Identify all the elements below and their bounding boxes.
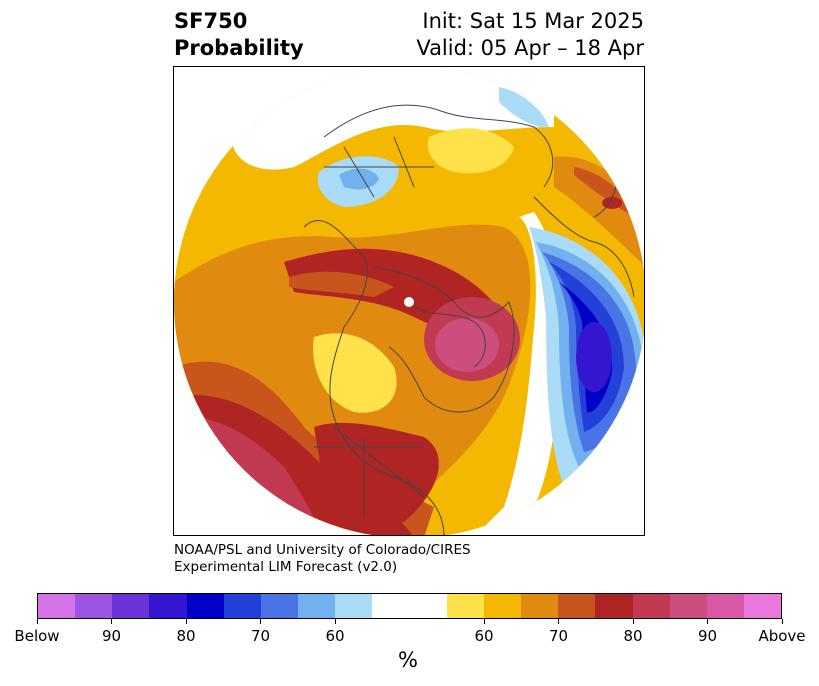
colorbar-segment: [595, 594, 633, 618]
colorbar: [37, 593, 782, 619]
colorbar-units: %: [398, 648, 418, 672]
colorbar-segment: [372, 594, 410, 618]
colorbar-segment: [149, 594, 187, 618]
map-title-right: Init: Sat 15 Mar 2025 Valid: 05 Apr – 18…: [416, 8, 644, 62]
title-init-date: Init: Sat 15 Mar 2025: [422, 9, 644, 33]
colorbar-segment: [409, 594, 447, 618]
colorbar-tick-label: 90: [101, 627, 122, 645]
colorbar-segment: [706, 594, 744, 618]
colorbar-tick: [334, 619, 336, 624]
colorbar-segment: [558, 594, 596, 618]
colorbar-segment: [75, 594, 113, 618]
credit-text: NOAA/PSL and University of Colorado/CIRE…: [174, 542, 471, 576]
colorbar-segment: [112, 594, 150, 618]
colorbar-segment: [446, 594, 484, 618]
colorbar-tick: [632, 619, 634, 624]
colorbar-segment: [483, 594, 522, 618]
colorbar-tick-label: 80: [176, 627, 196, 645]
colorbar-segment: [743, 594, 782, 618]
colorbar-tick: [185, 619, 187, 624]
colorbar-tick-label: 80: [623, 627, 643, 645]
colorbar-tick: [781, 619, 783, 624]
colorbar-segment: [669, 594, 707, 618]
coastlines: [303, 103, 635, 535]
colorbar-segment: [186, 594, 224, 618]
title-valid-range: Valid: 05 Apr – 18 Apr: [416, 36, 644, 60]
colorbar-tick: [707, 619, 708, 624]
colorbar-tick: [111, 619, 112, 624]
colorbar-segment: [521, 594, 559, 618]
title-type: Probability: [174, 36, 304, 60]
probability-fill: [174, 67, 644, 535]
probability-map: [174, 67, 644, 535]
map-title-left: SF750 Probability: [174, 8, 304, 62]
colorbar-segment: [260, 594, 299, 618]
credit-line-2: Experimental LIM Forecast (v2.0): [174, 559, 398, 575]
colorbar-tick: [36, 619, 38, 624]
colorbar-tick-label: 60: [474, 627, 494, 645]
map-panel: [173, 66, 645, 536]
colorbar-segment: [335, 594, 373, 618]
colorbar-tick-label: 60: [325, 627, 345, 645]
credit-line-1: NOAA/PSL and University of Colorado/CIRE…: [174, 542, 471, 558]
colorbar-tick: [260, 619, 261, 624]
colorbar-tick-label: 70: [548, 627, 569, 645]
colorbar-tick-label: Above: [758, 627, 806, 645]
colorbar-tick: [558, 619, 559, 624]
colorbar-tick-label: 70: [250, 627, 271, 645]
colorbar-segment: [223, 594, 261, 618]
colorbar-tick-label: Below: [14, 627, 60, 645]
colorbar-tick: [483, 619, 485, 624]
colorbar-segment: [632, 594, 670, 618]
colorbar-segment: [298, 594, 336, 618]
title-variable: SF750: [174, 9, 248, 33]
colorbar-segment: [38, 594, 76, 618]
colorbar-tick-label: 90: [697, 627, 718, 645]
